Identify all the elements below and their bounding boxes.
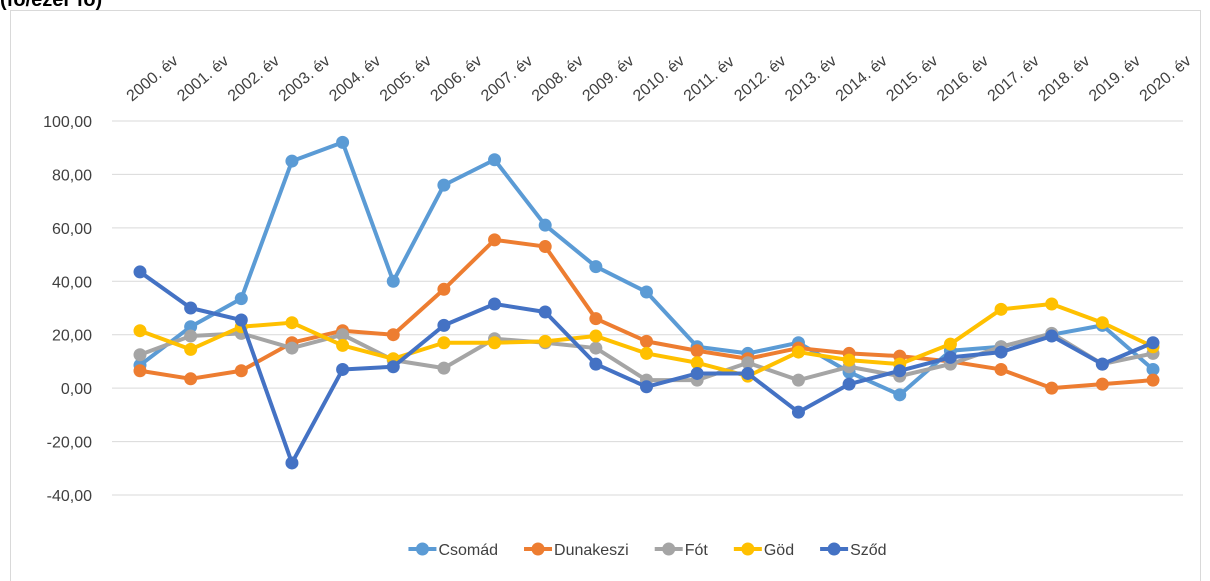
data-point [133, 348, 147, 362]
data-point [589, 357, 603, 371]
legend-label: Sződ [850, 542, 886, 559]
data-point [488, 233, 502, 247]
legend-label: Csomád [438, 542, 498, 559]
data-point [994, 345, 1008, 359]
data-point [437, 282, 451, 296]
data-point [285, 154, 299, 168]
data-point [488, 153, 502, 167]
data-point [538, 218, 552, 232]
data-point [386, 274, 400, 288]
data-point [589, 341, 603, 355]
y-tick-label: -20,00 [47, 435, 92, 452]
data-point [1146, 336, 1160, 350]
data-point [184, 329, 198, 343]
data-point [791, 345, 805, 359]
data-point [994, 302, 1008, 316]
data-point [791, 405, 805, 419]
data-point [589, 260, 603, 274]
data-point [589, 312, 603, 326]
data-point [285, 341, 299, 355]
data-point [184, 372, 198, 386]
y-tick-label: 20,00 [52, 328, 92, 345]
data-point [184, 301, 198, 315]
data-point [437, 361, 451, 375]
data-point [640, 380, 653, 394]
data-point [640, 346, 653, 360]
data-point [893, 388, 907, 402]
data-point [741, 366, 755, 380]
data-point [640, 334, 653, 348]
legend-marker [741, 542, 755, 556]
data-point [791, 373, 805, 387]
data-point [690, 356, 704, 370]
data-point [437, 178, 451, 192]
y-tick-label: 60,00 [52, 221, 92, 238]
data-point [741, 356, 755, 370]
legend-label: Dunakeszi [554, 542, 629, 559]
data-point [184, 342, 198, 356]
data-point [589, 329, 603, 343]
data-point [690, 344, 704, 358]
data-point [1146, 362, 1160, 376]
data-point [234, 292, 248, 306]
data-point [285, 316, 299, 330]
data-point [437, 336, 451, 350]
data-point [943, 350, 957, 364]
chart-title: (fő/ezer fő) [0, 0, 102, 11]
data-point [1095, 377, 1109, 391]
y-tick-label: 40,00 [52, 274, 92, 291]
data-point [538, 305, 552, 319]
data-point [488, 336, 502, 350]
legend-marker [827, 542, 841, 556]
data-point [1095, 316, 1109, 330]
data-point [234, 364, 248, 378]
data-point [386, 328, 400, 342]
data-point [488, 297, 502, 311]
data-point [336, 135, 350, 149]
data-point [437, 318, 451, 332]
y-tick-label: 80,00 [52, 167, 92, 184]
data-point [1045, 297, 1059, 311]
data-point [943, 337, 957, 351]
data-point [842, 377, 856, 391]
chart-frame [10, 10, 1201, 581]
y-tick-label: -40,00 [47, 488, 92, 505]
data-point [336, 338, 350, 352]
y-tick-label: 0,00 [61, 381, 92, 398]
data-point [640, 285, 653, 299]
data-point [1045, 329, 1059, 343]
y-tick-label: 100,00 [43, 114, 92, 131]
data-point [842, 353, 856, 367]
data-point [184, 320, 198, 334]
data-point [234, 313, 248, 327]
data-point [1146, 373, 1160, 387]
data-point [893, 364, 907, 378]
data-point [1095, 357, 1109, 371]
data-point [336, 362, 350, 376]
legend-label: Göd [764, 542, 794, 559]
legend-marker [662, 542, 676, 556]
data-point [285, 456, 299, 470]
data-point [336, 328, 350, 342]
legend-label: Fót [685, 542, 709, 559]
data-point [690, 366, 704, 380]
data-point [538, 334, 552, 348]
data-point [386, 360, 400, 374]
data-point [538, 240, 552, 254]
data-point [133, 364, 147, 378]
data-point [994, 362, 1008, 376]
legend-marker [415, 542, 429, 556]
data-point [1045, 381, 1059, 395]
data-point [133, 265, 147, 279]
legend-marker [531, 542, 545, 556]
data-point [133, 324, 147, 338]
